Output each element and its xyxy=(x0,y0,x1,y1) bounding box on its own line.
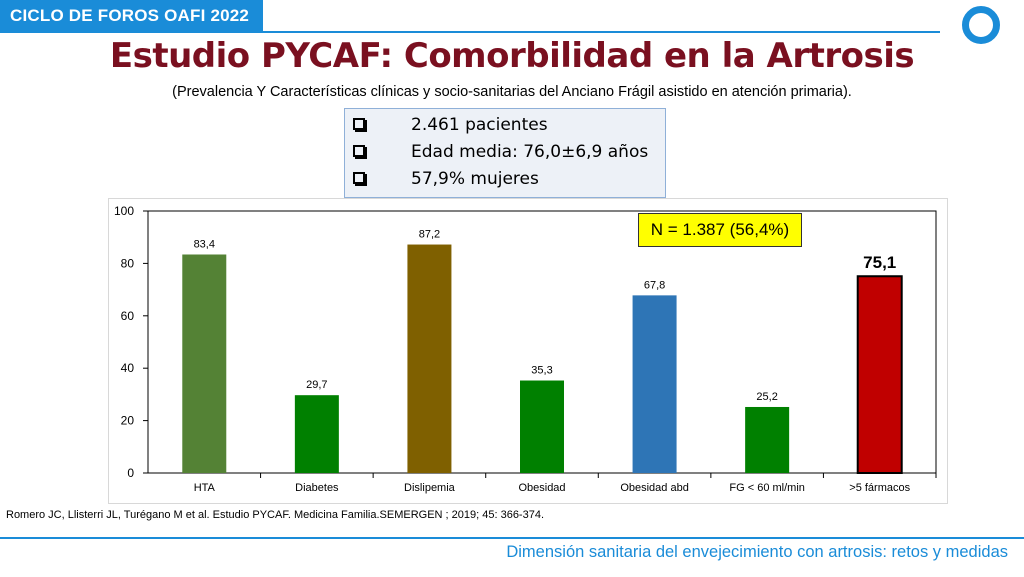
x-category-label: Dislipemia xyxy=(404,482,456,494)
slide-subtitle: (Prevalencia Y Características clínicas … xyxy=(172,84,852,100)
summary-item: Edad media: 76,0±6,9 años xyxy=(345,139,665,166)
header-divider xyxy=(0,31,940,33)
bar-value-label: 75,1 xyxy=(863,253,896,272)
slide-title: Estudio PYCAF: Comorbilidad en la Artros… xyxy=(109,36,915,76)
bar-value-label: 87,2 xyxy=(419,229,440,241)
sample-size-badge: N = 1.387 (56,4%) xyxy=(638,213,802,247)
study-summary-box: 2.461 pacientes Edad media: 76,0±6,9 año… xyxy=(344,108,666,198)
bar xyxy=(520,380,564,473)
comorbidity-chart: 0 20 40 60 80 100 83,4 HTA 29,7 Diabetes 87,2 Disli… xyxy=(108,198,948,504)
x-category-label: Obesidad xyxy=(518,482,565,494)
y-tick-label: 40 xyxy=(121,361,135,375)
bar-value-label: 35,3 xyxy=(531,365,552,377)
summary-item: 2.461 pacientes xyxy=(345,112,665,139)
summary-item-text: 57,9% mujeres xyxy=(411,169,539,189)
checkbox-bullet-icon xyxy=(353,118,365,130)
checkbox-bullet-icon xyxy=(353,172,365,184)
footer-divider xyxy=(0,537,1024,539)
summary-item: 57,9% mujeres xyxy=(345,166,665,193)
y-tick-label: 60 xyxy=(121,309,135,323)
bar xyxy=(294,395,339,473)
ring-logo-icon xyxy=(962,6,1000,44)
x-category-label: Diabetes xyxy=(295,482,339,494)
x-category-label: HTA xyxy=(194,482,216,494)
summary-item-text: Edad media: 76,0±6,9 años xyxy=(411,142,649,162)
x-category-label: >5 fármacos xyxy=(849,482,910,494)
bar xyxy=(182,254,227,473)
footer-caption: Dimensión sanitaria del envejecimiento c… xyxy=(506,543,1008,561)
bar-value-label: 29,7 xyxy=(306,379,327,391)
bar-value-label: 83,4 xyxy=(194,238,215,250)
forum-badge: CICLO DE FOROS OAFI 2022 xyxy=(0,0,264,32)
y-tick-label: 80 xyxy=(121,256,135,270)
y-tick-label: 0 xyxy=(127,466,134,480)
y-tick-label: 100 xyxy=(114,204,134,218)
summary-item-text: 2.461 pacientes xyxy=(411,115,548,135)
x-category-label: Obesidad abd xyxy=(620,482,689,494)
bar xyxy=(745,406,790,473)
bar-value-label: 25,2 xyxy=(756,391,777,403)
y-tick-label: 20 xyxy=(121,414,135,428)
checkbox-bullet-icon xyxy=(353,145,365,157)
bar-value-label: 67,8 xyxy=(644,279,665,291)
bar xyxy=(407,244,452,473)
bar xyxy=(632,295,677,473)
citation: Romero JC, Llisterri JL, Turégano M et a… xyxy=(6,509,545,521)
x-category-label: FG < 60 ml/min xyxy=(729,482,805,494)
bar xyxy=(856,275,903,474)
bar-chart-canvas: 0 20 40 60 80 100 83,4 HTA 29,7 Diabetes 87,2 Disli… xyxy=(108,198,948,504)
